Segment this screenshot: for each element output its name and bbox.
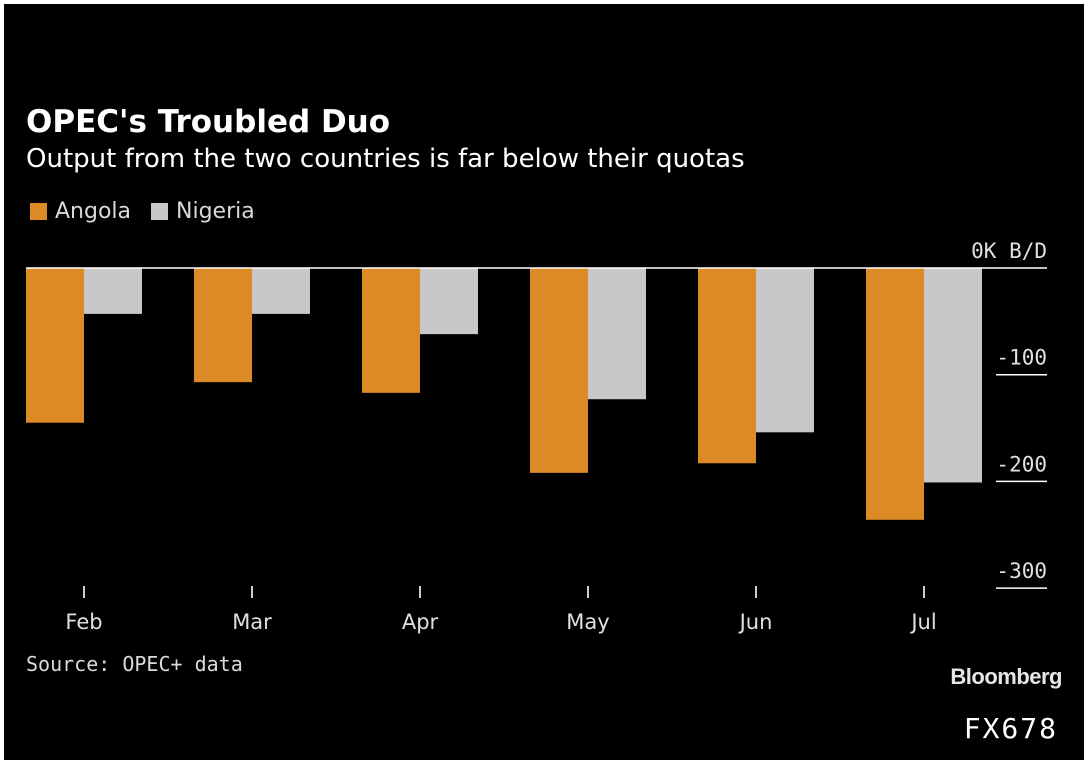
x-tick-label-may: May [566, 610, 609, 634]
bar-chart: Feb Mar Apr May Jun Jul 0K B/D -100 -200 -300 [26, 239, 1047, 634]
x-tick-label-apr: Apr [402, 610, 439, 634]
legend-item-nigeria: Nigeria [151, 199, 255, 224]
bloomberg-logo: Bloomberg [950, 664, 1062, 689]
x-tick-label-jul: Jul [909, 610, 936, 634]
chart-title: OPEC's Troubled Duo [26, 104, 391, 140]
bar-angola-jun [698, 268, 756, 464]
bar-angola-jul [866, 268, 924, 520]
bar-nigeria-feb [84, 268, 142, 314]
source-note: Source: OPEC+ data [26, 652, 243, 676]
chart-subtitle: Output from the two countries is far bel… [26, 144, 745, 174]
bar-angola-mar [194, 268, 252, 383]
terminal-code: FX678 [963, 712, 1058, 745]
legend-swatch-angola [30, 202, 47, 220]
legend-item-angola: Angola [30, 199, 131, 224]
bar-angola-may [530, 268, 588, 473]
y-tick-label--300: -300 [996, 559, 1047, 583]
bar-nigeria-apr [420, 268, 478, 335]
x-tick-label-jun: Jun [738, 610, 773, 634]
y-tick-label--200: -200 [996, 452, 1047, 476]
bar-nigeria-jul [924, 268, 982, 483]
bar-nigeria-mar [252, 268, 310, 314]
legend: Angola Nigeria [30, 197, 275, 225]
bar-angola-feb [26, 268, 84, 423]
legend-swatch-nigeria [151, 202, 169, 220]
bar-angola-apr [362, 268, 420, 393]
legend-label-nigeria: Nigeria [176, 198, 255, 224]
x-tick-label-mar: Mar [232, 610, 272, 634]
x-tick-label-feb: Feb [65, 610, 102, 634]
y-tick-label-zero: 0K B/D [971, 239, 1047, 263]
y-tick-label--100: -100 [996, 346, 1047, 370]
legend-label-angola: Angola [55, 198, 132, 224]
bar-nigeria-may [588, 268, 646, 400]
chart-frame: OPEC's Troubled Duo Output from the two … [4, 4, 1084, 760]
bar-nigeria-jun [756, 268, 814, 433]
